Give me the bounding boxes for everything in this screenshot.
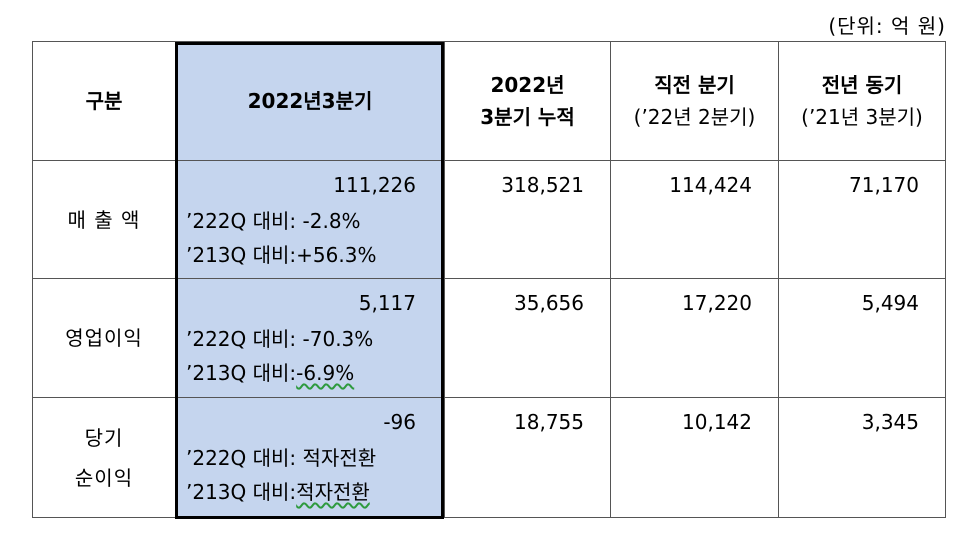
q3-value: -96 bbox=[383, 410, 416, 434]
cumulative-value: 318,521 bbox=[444, 160, 611, 279]
header-category: 구분 bbox=[32, 41, 176, 161]
row-label-text-line2: 순이익 bbox=[74, 465, 134, 490]
header-prev-year-line2: (’21년 3분기) bbox=[801, 105, 923, 129]
yoy-change: ’213Q 대비:적자전환 bbox=[176, 478, 444, 506]
prev-year-value: 71,170 bbox=[778, 160, 946, 279]
header-prev-quarter-line1: 직전 분기 bbox=[654, 73, 735, 97]
header-q3-2022-label: 2022년3분기 bbox=[247, 89, 373, 113]
header-cumulative-line2: 3분기 누적 bbox=[480, 105, 575, 129]
header-row: 구분 2022년3분기 2022년 3분기 누적 직전 분기 (’22년 2분기… bbox=[32, 41, 946, 161]
q3-value: 5,117 bbox=[358, 291, 416, 315]
prev-quarter-value: 114,424 bbox=[610, 160, 779, 279]
yoy-prefix: ’213Q 대비: bbox=[186, 361, 297, 385]
row-label: 당기 순이익 bbox=[32, 397, 176, 518]
header-cumulative: 2022년 3분기 누적 bbox=[444, 41, 611, 161]
header-prev-year-line1: 전년 동기 bbox=[821, 73, 903, 97]
financial-results-table: 구분 2022년3분기 2022년 3분기 누적 직전 분기 (’22년 2분기… bbox=[32, 41, 946, 518]
row-label: 영업이익 bbox=[32, 278, 176, 398]
header-prev-quarter: 직전 분기 (’22년 2분기) bbox=[610, 41, 779, 161]
table-row: 당기 순이익 -96 ’222Q 대비: 적자전환 ’213Q 대비:적자전환 … bbox=[32, 397, 946, 518]
qoq-change: ’222Q 대비: 적자전환 bbox=[186, 446, 377, 470]
yoy-change: ’213Q 대비:+56.3% bbox=[176, 241, 444, 269]
q3-cell: -96 ’222Q 대비: 적자전환 ’213Q 대비:적자전환 bbox=[175, 397, 445, 518]
yoy-prefix: ’213Q 대비: bbox=[186, 480, 297, 504]
yoy-value: -6.9% bbox=[296, 361, 355, 385]
prev-year-value: 5,494 bbox=[778, 278, 946, 398]
table-row: 매 출 액 111,226 ’222Q 대비: -2.8% ’213Q 대비:+… bbox=[32, 160, 946, 279]
q3-value: 111,226 bbox=[333, 173, 416, 197]
header-q3-2022: 2022년3분기 bbox=[175, 41, 445, 161]
unit-label: (단위: 억 원) bbox=[828, 14, 946, 38]
row-label-text: 영업이익 bbox=[65, 326, 143, 350]
header-category-label: 구분 bbox=[85, 89, 123, 113]
row-label: 매 출 액 bbox=[32, 160, 176, 279]
row-label-text-line1: 당기 bbox=[84, 425, 124, 450]
qoq-change: ’222Q 대비: -70.3% bbox=[186, 327, 374, 351]
prev-quarter-value: 10,142 bbox=[610, 397, 779, 518]
row-label-text: 매 출 액 bbox=[67, 207, 141, 232]
yoy-prefix: ’213Q 대비: bbox=[186, 243, 297, 267]
q3-cell: 111,226 ’222Q 대비: -2.8% ’213Q 대비:+56.3% bbox=[175, 160, 445, 279]
header-prev-year: 전년 동기 (’21년 3분기) bbox=[778, 41, 946, 161]
cumulative-value: 18,755 bbox=[444, 397, 611, 518]
yoy-value: +56.3% bbox=[296, 243, 377, 267]
prev-year-value: 3,345 bbox=[778, 397, 946, 518]
table-row: 영업이익 5,117 ’222Q 대비: -70.3% ’213Q 대비:-6.… bbox=[32, 278, 946, 398]
prev-quarter-value: 17,220 bbox=[610, 278, 779, 398]
cumulative-value: 35,656 bbox=[444, 278, 611, 398]
yoy-change: ’213Q 대비:-6.9% bbox=[176, 359, 444, 387]
header-prev-quarter-line2: (’22년 2분기) bbox=[633, 105, 756, 129]
q3-cell: 5,117 ’222Q 대비: -70.3% ’213Q 대비:-6.9% bbox=[175, 278, 445, 398]
yoy-value: 적자전환 bbox=[296, 480, 370, 504]
qoq-change: ’222Q 대비: -2.8% bbox=[186, 209, 361, 233]
header-cumulative-line1: 2022년 bbox=[490, 73, 565, 97]
